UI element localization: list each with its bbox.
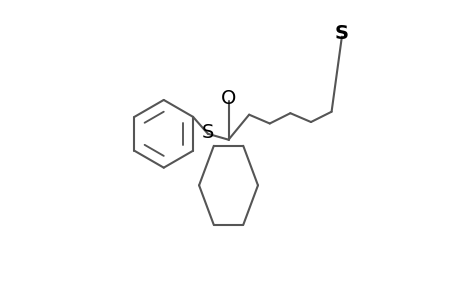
Text: S: S xyxy=(202,123,213,142)
Text: O: O xyxy=(220,89,236,108)
Text: S: S xyxy=(334,24,348,43)
